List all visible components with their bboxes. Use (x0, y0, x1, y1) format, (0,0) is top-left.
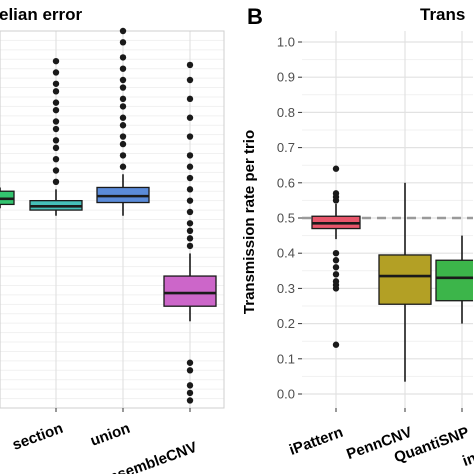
outlier-point (52, 167, 60, 174)
outlier-point (332, 257, 340, 264)
outlier-point (332, 341, 340, 348)
outlier-point (119, 95, 127, 103)
outlier-point (332, 197, 340, 204)
outlier-point (332, 264, 340, 271)
panel-b-y-axis-label: Transmission rate per trio (241, 130, 258, 314)
y-tick-label: 0.9 (277, 70, 295, 85)
outlier-point (119, 133, 127, 140)
outlier-point (119, 163, 127, 170)
outlier-point (186, 163, 194, 170)
outlier-point (119, 54, 127, 61)
panel-b-letter: B (247, 4, 263, 29)
x-tick-label: section (10, 420, 65, 454)
outlier-point (186, 152, 194, 159)
outlier-point (186, 382, 194, 389)
outlier-point (119, 140, 127, 148)
outlier-point (119, 76, 127, 84)
outlier-point (186, 114, 194, 121)
y-tick-label: 0.0 (277, 387, 295, 402)
outlier-point (52, 144, 60, 152)
y-tick-label: 0.3 (277, 281, 295, 296)
y-tick-label: 0.2 (277, 316, 295, 331)
box-section (29, 57, 83, 216)
outlier-point (186, 227, 194, 235)
outlier-point (186, 174, 194, 182)
outlier-point (52, 99, 60, 106)
outlier-point (186, 359, 194, 366)
y-tick-label: 0.5 (277, 211, 295, 226)
y-tick-label: 0.4 (277, 246, 295, 261)
box-PennCNV (378, 182, 432, 382)
outlier-point (186, 95, 194, 103)
x-tick-label: int (460, 448, 474, 470)
outlier-point (186, 242, 194, 250)
outlier-point (186, 76, 194, 84)
outlier-point (119, 122, 127, 129)
box-iqr (163, 275, 217, 307)
outlier-point (186, 133, 194, 140)
outlier-point (119, 152, 127, 159)
outlier-point (119, 39, 127, 46)
outlier-point (52, 80, 60, 87)
outlier-point (52, 178, 60, 185)
outlier-point (332, 271, 340, 278)
outlier-point (186, 367, 194, 374)
outlier-point (119, 65, 127, 72)
panel-a-title: elian error (0, 5, 83, 24)
outlier-point (52, 106, 60, 114)
outlier-point (186, 197, 194, 204)
box-iPattern (311, 165, 361, 348)
outlier-point (186, 235, 194, 242)
outlier-point (52, 137, 60, 144)
outlier-point (119, 27, 127, 35)
outlier-point (52, 88, 60, 95)
outlier-point (119, 114, 127, 121)
outlier-point (332, 285, 340, 292)
outlier-point (119, 84, 127, 91)
box-ensembleCNV (163, 61, 217, 404)
outlier-point (52, 155, 60, 163)
outlier-point (52, 125, 60, 133)
outlier-point (186, 389, 194, 397)
x-tick-label: ensembleCNV (99, 439, 200, 474)
outlier-point (186, 397, 194, 404)
panel-b: 0.0 0.1 0.2 0.3 0.4 0.5 0.6 0.7 0.8 0.9 1.0 iPatter… (277, 31, 474, 470)
y-tick-label: 0.7 (277, 140, 295, 155)
outlier-point (52, 57, 60, 65)
outlier-point (186, 220, 194, 227)
outlier-point (186, 186, 194, 193)
outlier-point (332, 165, 340, 172)
outlier-point (186, 61, 194, 69)
outlier-point (332, 250, 340, 257)
box-QuantiSNP (435, 235, 474, 324)
panel-a-border (0, 30, 225, 409)
x-tick-label: iPattern (287, 424, 345, 459)
box-iqr (378, 254, 432, 305)
box-iqr (435, 259, 474, 302)
outlier-point (186, 208, 194, 216)
y-tick-label: 0.6 (277, 175, 295, 190)
box-union (96, 27, 150, 216)
outlier-point (119, 103, 127, 110)
y-tick-label: 0.8 (277, 105, 295, 120)
panel-b-title: Trans (420, 5, 465, 24)
x-tick-label: union (88, 420, 132, 450)
outlier-point (52, 69, 60, 76)
y-tick-label: 0.1 (277, 351, 295, 366)
y-tick-label: 1.0 (277, 35, 295, 50)
box-first (0, 187, 15, 209)
outlier-point (52, 118, 60, 125)
